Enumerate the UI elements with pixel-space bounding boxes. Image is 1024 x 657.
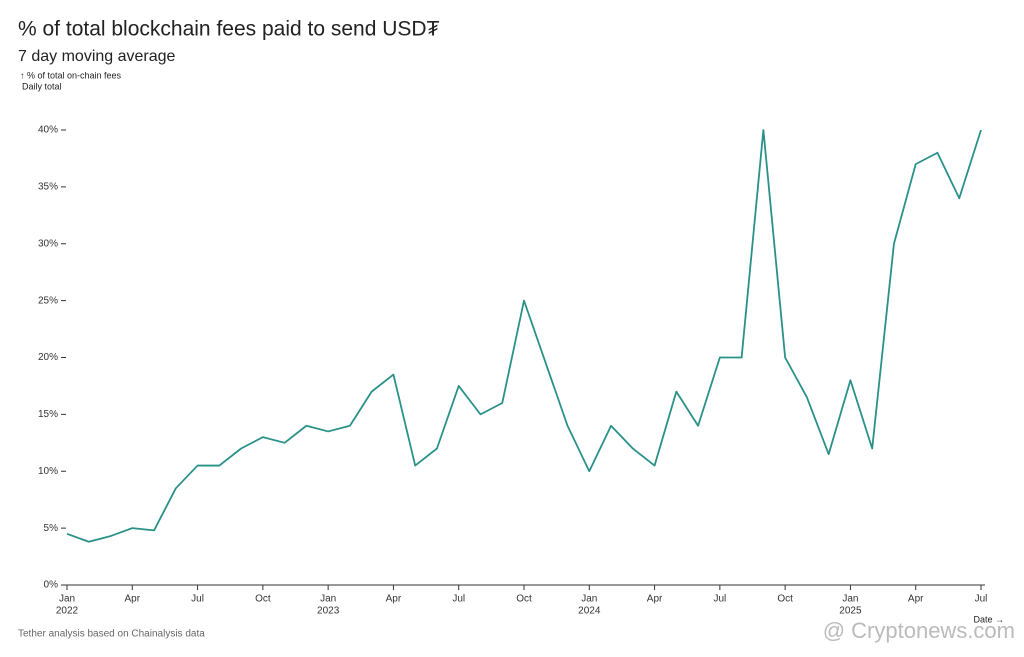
- x-tick-label: Jul: [191, 594, 204, 605]
- y-tick-label: 30%: [38, 238, 58, 249]
- x-tick-label: Apr: [908, 594, 924, 605]
- y-tick-label: 0%: [44, 580, 59, 591]
- y-tick-label: 10%: [38, 466, 58, 477]
- source-note: Tether analysis based on Chainalysis dat…: [18, 629, 205, 640]
- x-tick-label: Jul: [452, 594, 465, 605]
- y-tick-label: 40%: [38, 125, 58, 136]
- x-tick-label: Apr: [647, 594, 663, 605]
- y-tick-label: 5%: [44, 523, 59, 534]
- x-tick-label: Apr: [386, 594, 402, 605]
- data-line: [66, 129, 982, 543]
- x-tick-label: Jul: [975, 594, 988, 605]
- x-tick-label: Jan: [59, 594, 75, 605]
- x-tick-year: 2025: [839, 606, 862, 617]
- watermark: @ Cryptonews.com: [823, 618, 1015, 643]
- x-tick-year: 2024: [578, 606, 601, 617]
- x-tick-year: 2022: [56, 606, 79, 617]
- y-axis-label: ↑ % of total on-chain fees: [20, 70, 122, 80]
- y-tick-label: 25%: [38, 295, 58, 306]
- x-tick-label: Oct: [516, 594, 532, 605]
- y-axis-sublabel: Daily total: [22, 81, 62, 91]
- x-tick-label: Jan: [581, 594, 597, 605]
- x-tick-label: Jan: [842, 594, 858, 605]
- x-tick-label: Oct: [255, 594, 271, 605]
- y-tick-label: 15%: [38, 409, 58, 420]
- chart-subtitle: 7 day moving average: [18, 48, 176, 65]
- x-tick-label: Apr: [125, 594, 141, 605]
- x-tick-label: Jul: [713, 594, 726, 605]
- y-tick-label: 20%: [38, 352, 58, 363]
- x-tick-year: 2023: [317, 606, 340, 617]
- x-tick-label: Oct: [777, 594, 793, 605]
- y-tick-label: 35%: [38, 182, 58, 193]
- chart-title: % of total blockchain fees paid to send …: [18, 18, 440, 41]
- x-tick-label: Jan: [320, 594, 336, 605]
- x-axis-label: Date →: [973, 614, 1004, 624]
